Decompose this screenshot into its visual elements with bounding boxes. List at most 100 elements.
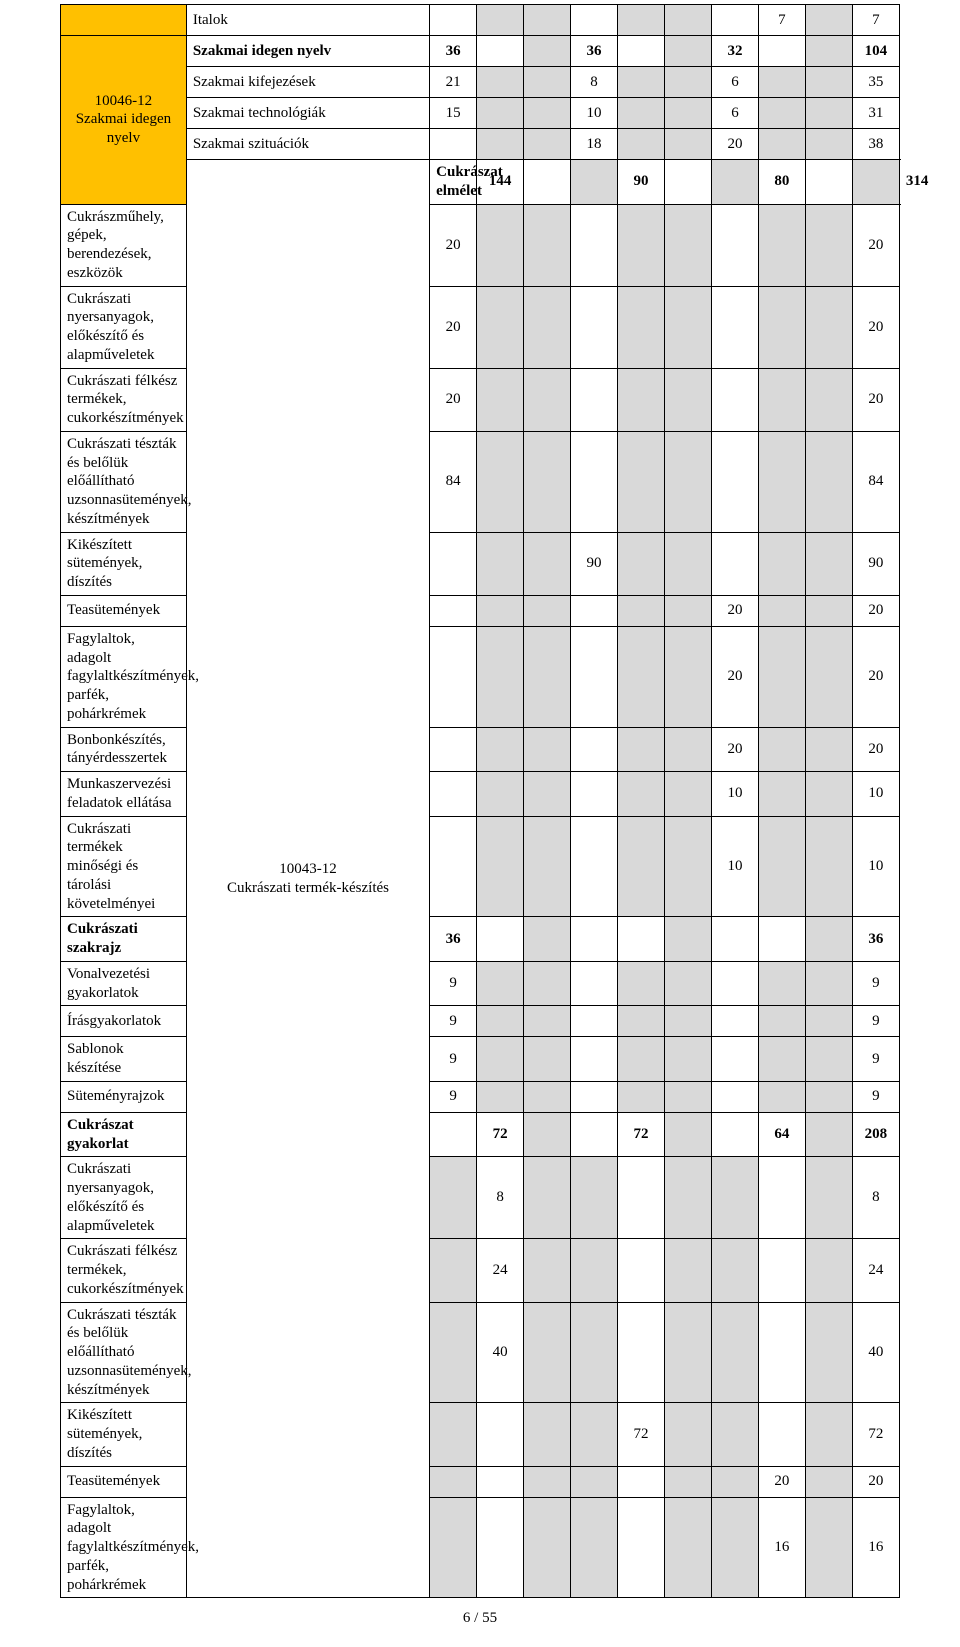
value-cell [477, 286, 524, 368]
table-row: Szakmai kifejezések218635 [61, 67, 900, 98]
value-cell [664, 917, 711, 962]
row-label: Cukrászati félkész termékek, cukorkészít… [61, 368, 187, 431]
value-cell [664, 431, 711, 532]
row-label: Süteményrajzok [61, 1081, 187, 1112]
row-label: Cukrászműhely, gépek, berendezések, eszk… [61, 204, 187, 286]
value-cell [852, 160, 899, 205]
value-cell [711, 286, 758, 368]
value-cell: 90 [618, 160, 665, 205]
value-cell: 6 [711, 67, 758, 98]
value-cell [758, 772, 805, 817]
value-cell [524, 98, 571, 129]
value-cell: 20 [711, 626, 758, 727]
value-cell: 104 [852, 36, 899, 67]
value-cell [477, 98, 524, 129]
value-cell [477, 1037, 524, 1082]
value-cell [430, 1403, 477, 1466]
value-cell [430, 626, 477, 727]
row-label: Kikészített sütemények, díszítés [61, 1403, 187, 1466]
row-label: Írásgyakorlatok [61, 1006, 187, 1037]
value-cell [524, 961, 571, 1006]
value-cell [664, 98, 711, 129]
value-cell [664, 626, 711, 727]
value-cell [524, 772, 571, 817]
value-cell [477, 595, 524, 626]
value-cell [758, 1239, 805, 1302]
value-cell [430, 5, 477, 36]
row-label: Szakmai szituációk [186, 129, 429, 160]
value-cell [477, 532, 524, 595]
value-cell: 80 [758, 160, 805, 205]
value-cell: 18 [571, 129, 618, 160]
value-cell [664, 772, 711, 817]
curriculum-table: Italok7710046-12Szakmai idegen nyelvSzak… [60, 4, 900, 1598]
side-group-cell: 10043-12Cukrászati termék-készítés [186, 160, 429, 1598]
value-cell [524, 1037, 571, 1082]
value-cell [664, 1112, 711, 1157]
value-cell: 10 [711, 772, 758, 817]
value-cell [571, 917, 618, 962]
value-cell [430, 727, 477, 772]
row-label: Szakmai technológiák [186, 98, 429, 129]
value-cell: 72 [477, 1112, 524, 1157]
value-cell [430, 1157, 477, 1239]
value-cell [758, 36, 805, 67]
value-cell: 90 [852, 532, 899, 595]
value-cell [758, 917, 805, 962]
value-cell [805, 286, 852, 368]
value-cell [664, 129, 711, 160]
value-cell [805, 1403, 852, 1466]
value-cell [805, 160, 852, 205]
value-cell [571, 1037, 618, 1082]
value-cell: 36 [571, 36, 618, 67]
value-cell [430, 129, 477, 160]
value-cell [430, 1302, 477, 1403]
value-cell [664, 961, 711, 1006]
value-cell: 6 [711, 98, 758, 129]
value-cell [711, 368, 758, 431]
value-cell [477, 5, 524, 36]
value-cell [477, 1403, 524, 1466]
row-label: Cukrászati szakrajz [61, 917, 187, 962]
value-cell [758, 1302, 805, 1403]
value-cell: 35 [852, 67, 899, 98]
value-cell: 32 [711, 36, 758, 67]
value-cell [618, 5, 665, 36]
value-cell [571, 626, 618, 727]
row-label: Fagylaltok, adagolt fagylaltkészítmények… [61, 1497, 187, 1598]
value-cell [758, 816, 805, 917]
value-cell [477, 1497, 524, 1598]
value-cell [618, 727, 665, 772]
value-cell [805, 626, 852, 727]
value-cell [571, 1006, 618, 1037]
value-cell [430, 532, 477, 595]
value-cell: 9 [430, 1081, 477, 1112]
value-cell: 8 [477, 1157, 524, 1239]
value-cell [711, 1006, 758, 1037]
value-cell: 16 [758, 1497, 805, 1598]
value-cell: 7 [852, 5, 899, 36]
value-cell [571, 595, 618, 626]
value-cell [664, 1037, 711, 1082]
value-cell [524, 816, 571, 917]
row-label: Szakmai kifejezések [186, 67, 429, 98]
value-cell [618, 1497, 665, 1598]
row-label: Italok [186, 5, 429, 36]
value-cell [430, 772, 477, 817]
value-cell [618, 36, 665, 67]
value-cell: 8 [852, 1157, 899, 1239]
row-label: Szakmai idegen nyelv [186, 36, 429, 67]
value-cell [477, 816, 524, 917]
value-cell [805, 772, 852, 817]
value-cell [524, 431, 571, 532]
value-cell [524, 727, 571, 772]
table-row: 10043-12Cukrászati termék-készítésCukrás… [61, 160, 900, 205]
row-label: Teasütemények [61, 1466, 187, 1497]
value-cell [758, 98, 805, 129]
value-cell [477, 727, 524, 772]
value-cell [477, 626, 524, 727]
value-cell: 20 [711, 129, 758, 160]
value-cell [711, 1157, 758, 1239]
value-cell [618, 961, 665, 1006]
value-cell [664, 160, 711, 205]
